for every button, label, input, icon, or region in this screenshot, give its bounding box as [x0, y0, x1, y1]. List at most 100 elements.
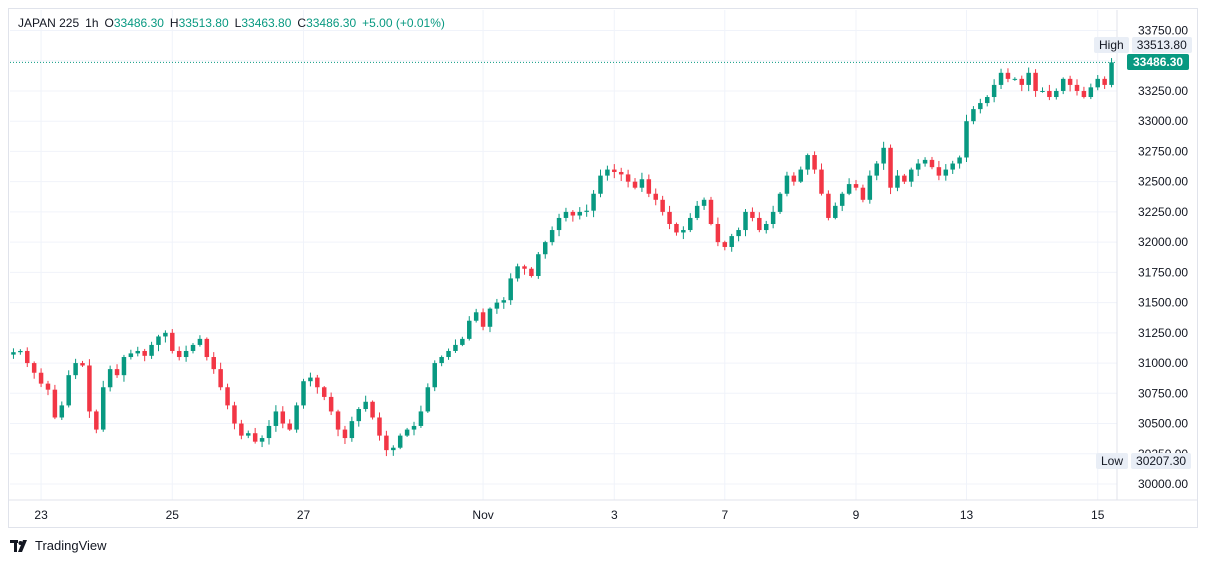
candle: [480, 308, 486, 331]
candle: [846, 178, 852, 196]
candle: [736, 227, 741, 242]
candle: [598, 169, 603, 198]
candle: [1026, 67, 1031, 92]
candle-body: [784, 175, 790, 194]
candle-body: [80, 363, 85, 366]
symbol-name[interactable]: JAPAN 225: [18, 16, 80, 30]
candle: [1054, 88, 1059, 100]
candle: [266, 420, 272, 445]
candle-body: [991, 84, 997, 98]
candle-body: [729, 236, 734, 247]
candle-body: [570, 211, 576, 216]
price-tick-label: 31250.00: [1138, 326, 1188, 340]
candle: [370, 400, 375, 420]
candle: [121, 354, 127, 382]
candle: [674, 222, 679, 236]
candle: [294, 402, 299, 433]
candle-body: [763, 223, 769, 231]
candle-body: [984, 97, 990, 104]
candle-body: [66, 375, 71, 406]
time-tick-label: 23: [34, 508, 48, 522]
candle: [978, 98, 983, 114]
interval-label[interactable]: 1h: [85, 16, 99, 30]
candle: [508, 273, 513, 305]
candle: [80, 360, 85, 367]
candle-body: [964, 121, 969, 158]
candle: [59, 401, 65, 420]
candle-body: [114, 369, 120, 376]
candle: [349, 416, 355, 442]
candle: [1095, 75, 1100, 91]
candle-body: [556, 217, 562, 231]
price-axis[interactable]: 33750.0033500.0033250.0033000.0032750.00…: [1116, 10, 1188, 500]
candle-body: [957, 157, 962, 164]
candle: [363, 395, 368, 412]
candle: [94, 409, 99, 434]
candle-body: [549, 230, 555, 243]
candle-body: [1074, 84, 1080, 91]
brand-name: TradingView: [35, 538, 107, 553]
candle-body: [363, 401, 368, 410]
tradingview-brand[interactable]: TradingView: [10, 538, 107, 553]
candle: [453, 339, 458, 353]
candle-body: [1019, 78, 1025, 85]
candle-body: [757, 217, 762, 231]
candle: [591, 190, 596, 218]
time-axis[interactable]: 232527Nov379131517: [9, 499, 1209, 522]
candle-body: [1040, 90, 1045, 92]
candle: [128, 349, 134, 360]
candle-body: [694, 205, 700, 218]
candle: [950, 160, 955, 174]
candle-body: [87, 365, 92, 412]
candle: [149, 341, 154, 359]
high-key: H: [169, 16, 179, 30]
candle-body: [94, 411, 99, 430]
candle-body: [860, 187, 866, 200]
candle: [584, 204, 589, 217]
candle-body: [252, 433, 258, 442]
candle-body: [1005, 72, 1011, 79]
candle: [777, 192, 783, 214]
candle-body: [950, 163, 955, 170]
candle: [743, 209, 748, 237]
candle: [936, 160, 942, 181]
candle-body: [170, 332, 175, 351]
candle-body: [874, 163, 879, 176]
candle-body: [480, 312, 486, 327]
price-tick-label: 33750.00: [1138, 24, 1188, 38]
candle: [446, 348, 451, 360]
candle-body: [100, 387, 106, 430]
candle-body: [425, 387, 431, 412]
candle-body: [501, 300, 507, 303]
candle-body: [598, 175, 603, 194]
chart-frame: [8, 8, 1198, 528]
candle-body: [25, 350, 30, 364]
candle-body: [301, 381, 306, 406]
candle: [833, 202, 838, 220]
candle: [826, 190, 831, 221]
candle: [418, 405, 424, 428]
candle-body: [701, 199, 707, 206]
candle-body: [625, 174, 631, 182]
candle-body: [384, 435, 389, 451]
price-tick-label: 30750.00: [1138, 386, 1188, 400]
candle: [170, 329, 175, 354]
candle: [701, 197, 707, 210]
candle-body: [743, 211, 748, 231]
candle-body: [321, 387, 327, 397]
candle: [660, 195, 665, 216]
candle-body: [618, 171, 624, 175]
low-key: L: [234, 16, 242, 30]
candle-body: [377, 417, 382, 436]
candle-body: [273, 411, 279, 426]
candle-body: [432, 363, 437, 388]
candle-body: [197, 338, 203, 345]
candle-body: [653, 193, 658, 200]
candle: [425, 383, 431, 413]
candle-body: [128, 353, 134, 358]
price-tick-label: 31500.00: [1138, 296, 1188, 310]
candle-body: [833, 205, 838, 218]
candle-body: [370, 401, 375, 418]
candle-body: [156, 336, 161, 345]
